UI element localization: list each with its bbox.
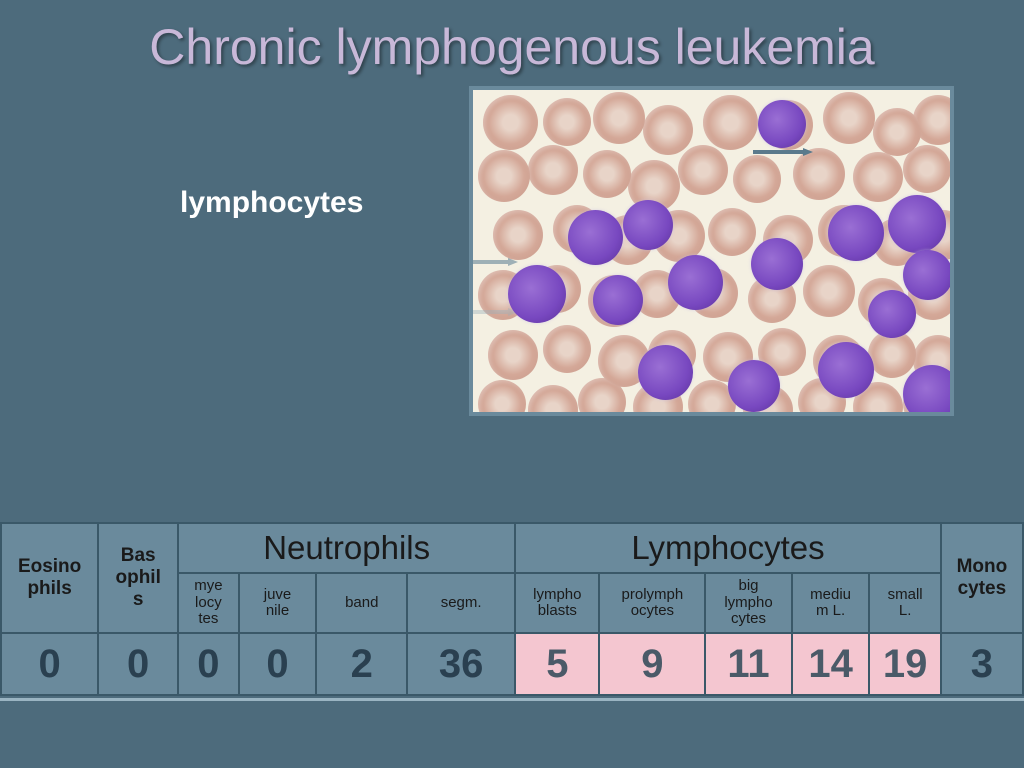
red-blood-cell [478, 380, 526, 416]
red-blood-cell [803, 265, 855, 317]
eosino-header: Eosinophils [1, 523, 98, 633]
lymphocyte-cell [623, 200, 673, 250]
l_small-subheader: smallL. [869, 573, 940, 633]
l_big-value: 11 [705, 633, 791, 695]
red-blood-cell [488, 330, 538, 380]
neutrophils-group-header: Neutrophils [178, 523, 515, 573]
content-area: lymphocytes [0, 76, 1024, 421]
divider [0, 698, 1024, 701]
lymphocyte-cell [593, 275, 643, 325]
red-blood-cell [543, 98, 591, 146]
arrow-icon [469, 258, 533, 266]
l_med-value: 14 [792, 633, 870, 695]
red-blood-cell [528, 145, 578, 195]
n_segm-value: 36 [407, 633, 515, 695]
lymphocyte-cell [828, 205, 884, 261]
lymphocyte-cell [903, 250, 953, 300]
red-blood-cell [678, 145, 728, 195]
red-blood-cell [853, 152, 903, 202]
l_blast-subheader: lymphoblasts [515, 573, 599, 633]
red-blood-cell [903, 145, 951, 193]
red-blood-cell [493, 210, 543, 260]
red-blood-cell [733, 155, 781, 203]
lymphocytes-label: lymphocytes [180, 186, 363, 220]
lymphocyte-cell [568, 210, 623, 265]
lymphocyte-cell [903, 365, 954, 416]
n_band-value: 2 [316, 633, 407, 695]
l_small-value: 19 [869, 633, 940, 695]
red-blood-cell [478, 150, 530, 202]
lymphocyte-cell [751, 238, 803, 290]
red-blood-cell [873, 108, 921, 156]
n_band-subheader: band [316, 573, 407, 633]
n_myelo-value: 0 [178, 633, 238, 695]
red-blood-cell [708, 208, 756, 256]
red-blood-cell [528, 385, 578, 416]
l_blast-value: 5 [515, 633, 599, 695]
lymphocyte-cell [668, 255, 723, 310]
red-blood-cell [643, 105, 693, 155]
red-blood-cell [543, 325, 591, 373]
lymphocyte-cell [638, 345, 693, 400]
n_myelo-subheader: myelocytes [178, 573, 238, 633]
n_juve-value: 0 [239, 633, 317, 695]
red-blood-cell [703, 95, 758, 150]
mono-value: 3 [941, 633, 1023, 695]
red-blood-cell [583, 150, 631, 198]
arrow-icon [738, 148, 828, 156]
page-title: Chronic lymphogenous leukemia [0, 0, 1024, 76]
lymphocyte-cell [728, 360, 780, 412]
n_juve-subheader: juvenile [239, 573, 317, 633]
red-blood-cell [593, 92, 645, 144]
lymphocyte-cell [818, 342, 874, 398]
baso-value: 0 [98, 633, 178, 695]
lymphocytes-group-header: Lymphocytes [515, 523, 941, 573]
red-blood-cell [483, 95, 538, 150]
micrograph [469, 86, 954, 416]
l_prol-value: 9 [599, 633, 705, 695]
mono-header: Monocytes [941, 523, 1023, 633]
red-blood-cell [823, 92, 875, 144]
baso-header: Basophils [98, 523, 178, 633]
lymphocyte-cell [888, 195, 946, 253]
n_segm-subheader: segm. [407, 573, 515, 633]
eosino-value: 0 [1, 633, 98, 695]
data-table: EosinophilsBasophilsNeutrophilsLymphocyt… [0, 522, 1024, 696]
l_prol-subheader: prolymphocytes [599, 573, 705, 633]
lymphocyte-cell [508, 265, 566, 323]
lymphocyte-cell [868, 290, 916, 338]
l_big-subheader: biglymphocytes [705, 573, 791, 633]
l_med-subheader: medium L. [792, 573, 870, 633]
lymphocyte-cell [758, 100, 806, 148]
